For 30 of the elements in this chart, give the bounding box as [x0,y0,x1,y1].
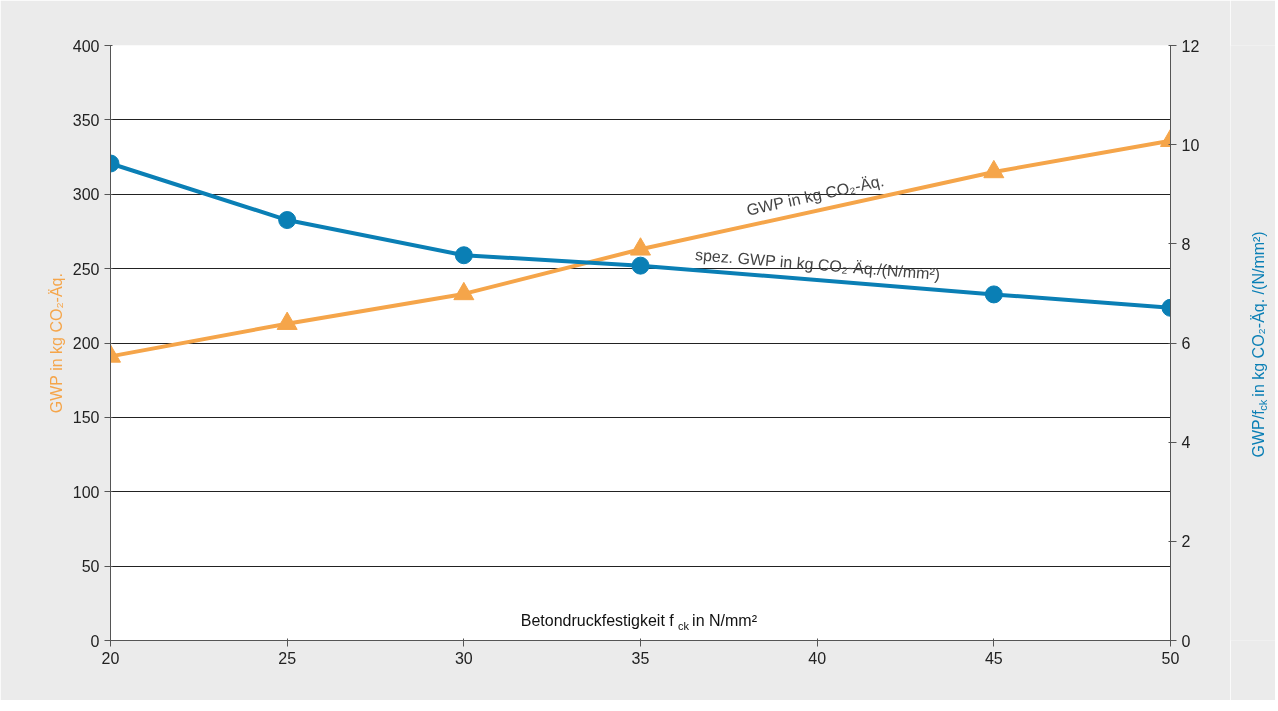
y2-tick-label: 4 [1181,434,1191,452]
point [631,256,650,275]
y-tick-label: 300 [72,186,100,204]
y2-tick-label: 2 [1181,533,1191,551]
x-tick-label: 20 [101,649,120,667]
x-tick-label: 50 [1161,649,1180,667]
series-label: spez. GWP in kg CO₂-Äq./(N/mm²) [694,246,941,283]
y-tick-label: 400 [72,37,100,55]
x-tick-label: 35 [631,649,650,667]
y-tick-label: 50 [81,558,100,576]
x-tick-label: 45 [984,649,1003,667]
point [630,237,651,256]
y-tick-label: 150 [72,409,100,427]
y-tick-label: 350 [72,111,100,129]
y2-tick-label: 10 [1181,136,1200,154]
y-tick-label: 0 [90,632,100,650]
y-tick-label: 250 [72,260,100,278]
x-tick-label: 25 [278,649,297,667]
y2-tick-label: 6 [1181,335,1191,352]
y-tick-label: 200 [72,335,100,352]
text: GWP in kg CO₂-Äq. [744,172,886,219]
y2-tick-label: 12 [1181,37,1200,55]
x-tick-label: 40 [808,649,827,667]
y2-tick-label: 0 [1181,632,1191,650]
y-tick-label: 100 [72,483,100,501]
x-tick-label: 30 [454,649,473,667]
point [454,246,473,265]
y-axis-title: GWP in kg CO₂-Äq. [47,273,65,414]
point [453,281,475,301]
y2-tick-label: 8 [1181,235,1191,253]
